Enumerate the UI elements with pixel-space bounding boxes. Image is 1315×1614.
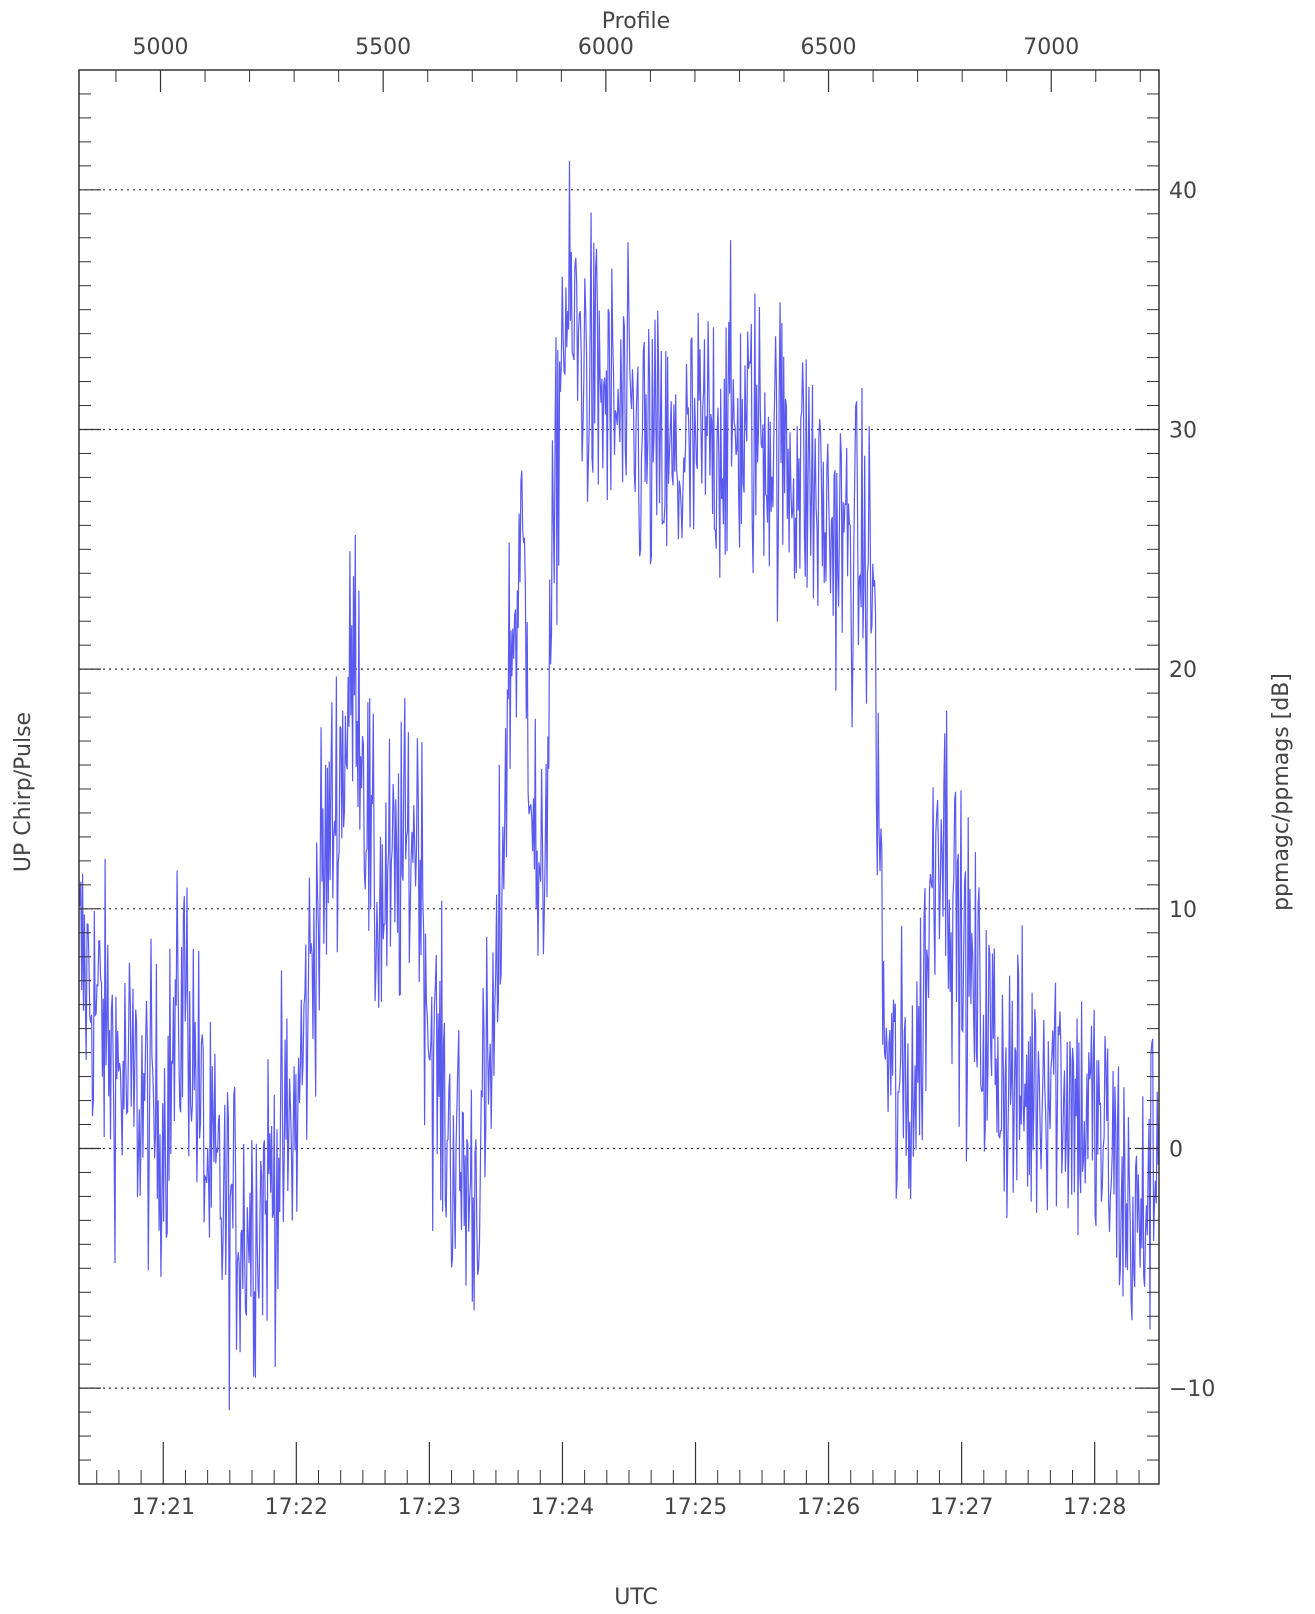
bottom-tick-label: 17:26 (797, 1495, 860, 1520)
plot-frame (78, 69, 1160, 1485)
bottom-axis-label: UTC (614, 1585, 658, 1610)
right-tick-label: 30 (1169, 418, 1197, 443)
bottom-tick-label: 17:22 (265, 1495, 328, 1520)
right-axis-label: ppmagc/ppmags [dB] (1269, 673, 1294, 911)
axis-ticks (79, 69, 1159, 1485)
series-layer (78, 161, 1160, 1411)
right-tick-label: 20 (1169, 658, 1197, 683)
top-tick-label: 7000 (1023, 35, 1079, 60)
top-tick-label: 5000 (133, 35, 189, 60)
data-series-line (78, 161, 1160, 1411)
grid-lines (79, 189, 1159, 1389)
right-tick-label: −10 (1169, 1377, 1215, 1402)
bottom-tick-label: 17:28 (1063, 1495, 1126, 1520)
top-tick-label: 6000 (578, 35, 634, 60)
top-tick-label: 5500 (355, 35, 411, 60)
bottom-tick-label: 17:21 (132, 1495, 195, 1520)
bottom-tick-label: 17:27 (930, 1495, 993, 1520)
bottom-tick-label: 17:25 (664, 1495, 727, 1520)
top-tick-label: 6500 (801, 35, 857, 60)
top-axis-label: Profile (602, 9, 670, 34)
left-axis-label: UP Chirp/Pulse (11, 712, 36, 872)
bottom-tick-label: 17:23 (398, 1495, 461, 1520)
axis-tick-labels: −10 0 10 20 30 40 5000 5500 6000 6500 7000 17:21 17:… (132, 35, 1216, 1520)
right-tick-label: 0 (1169, 1137, 1183, 1162)
right-tick-label: 10 (1169, 898, 1197, 923)
bottom-tick-label: 17:24 (531, 1495, 594, 1520)
right-tick-label: 40 (1169, 179, 1197, 204)
